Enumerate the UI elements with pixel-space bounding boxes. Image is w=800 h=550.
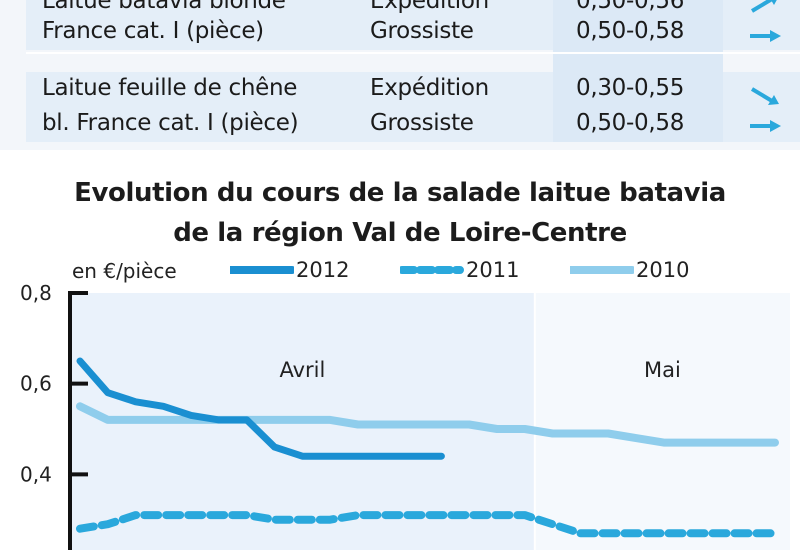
y-axis-unit-label: en €/pièce <box>72 259 177 283</box>
series-line-2010 <box>76 402 779 447</box>
price-evolution-chart: Evolution du cours de la salade laitue b… <box>0 170 800 550</box>
market-stage: Expédition <box>370 0 489 14</box>
row-divider <box>26 52 800 54</box>
series-line-2011 <box>76 511 779 538</box>
price-column-band <box>553 0 723 142</box>
market-stage: Expédition <box>370 75 489 101</box>
trend-down-arrow-icon <box>750 87 779 105</box>
price-range: 0,30-0,55 <box>576 75 685 101</box>
chart-title-line-2: de la région Val de Loire-Centre <box>173 218 627 248</box>
trend-stable-arrow-icon <box>750 120 781 132</box>
product-name-line: Laitue feuille de chêne <box>42 75 298 101</box>
legend-label: 2012 <box>296 258 350 282</box>
product-name-line: Laitue batavia blonde <box>42 0 286 14</box>
y-tick-label: 0,4 <box>20 462 52 486</box>
price-range: 0,50-0,56 <box>576 0 685 14</box>
market-stage: Grossiste <box>370 18 474 44</box>
plot-area: Avril Mai 0,8 0,6 0,4 <box>20 281 790 550</box>
market-stage: Grossiste <box>370 110 474 136</box>
trend-up-arrow-icon <box>750 0 777 13</box>
legend-label: 2011 <box>466 258 520 282</box>
legend-swatch-2011 <box>400 266 464 274</box>
legend-swatch-2010 <box>570 266 634 274</box>
chart-title-line-1: Evolution du cours de la salade laitue b… <box>74 178 726 208</box>
price-range: 0,50-0,58 <box>576 110 685 136</box>
legend-swatch-2012 <box>230 266 294 274</box>
price-table: Laitue batavia blonde France cat. I (piè… <box>0 0 800 150</box>
legend-label: 2010 <box>636 258 690 282</box>
y-tick-label: 0,8 <box>20 281 52 305</box>
y-tick-label: 0,6 <box>20 372 52 396</box>
series-line-2012 <box>76 357 445 460</box>
may-period-band <box>534 293 790 550</box>
product-name-line: France cat. I (pièce) <box>42 18 264 44</box>
price-range: 0,50-0,58 <box>576 18 685 44</box>
trend-stable-arrow-icon <box>750 30 781 42</box>
period-label-april: Avril <box>279 358 325 382</box>
period-label-may: Mai <box>644 358 681 382</box>
product-name-line: bl. France cat. I (pièce) <box>42 110 299 136</box>
